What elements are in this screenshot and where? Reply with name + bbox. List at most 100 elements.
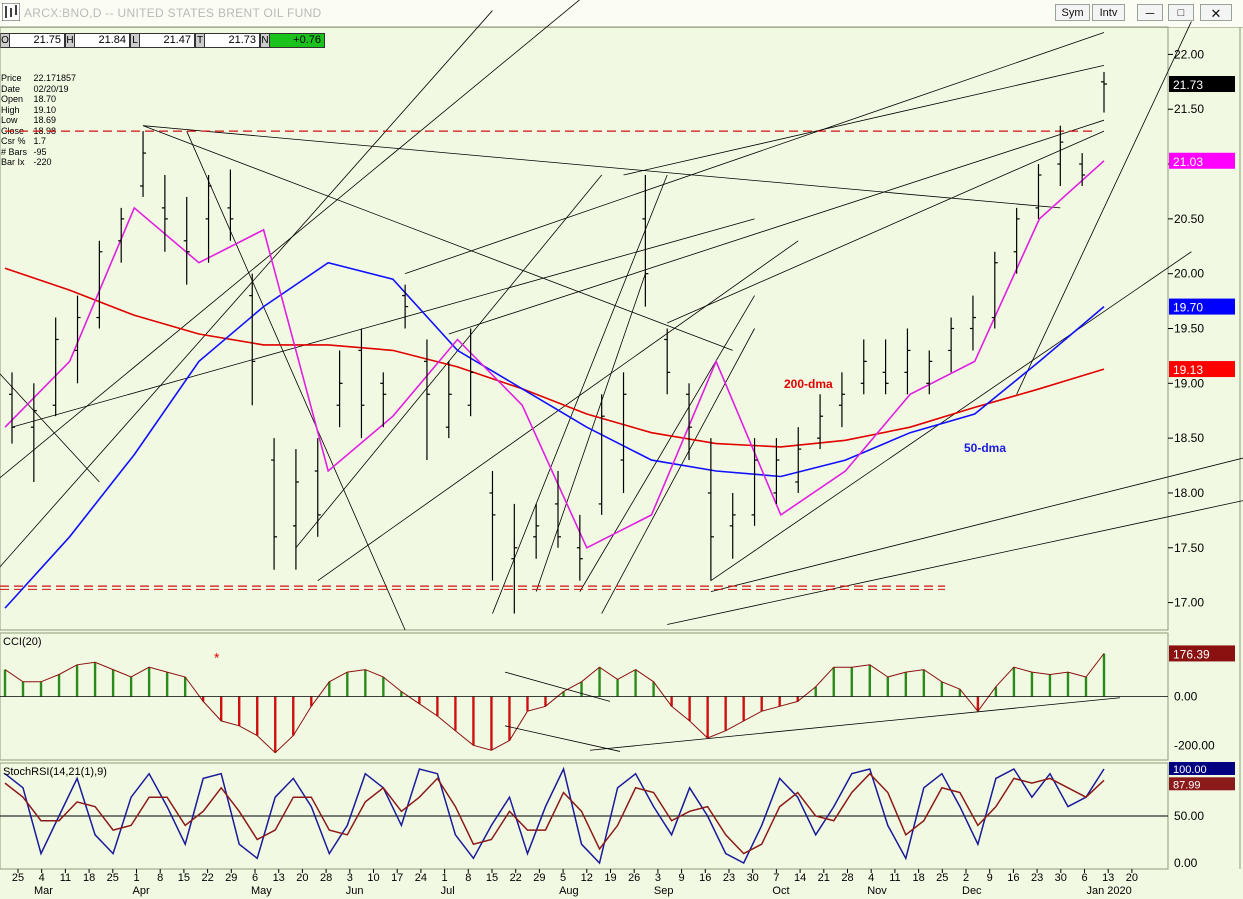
x-axis-day-label: 15 xyxy=(486,872,498,884)
maximize-button[interactable]: □ xyxy=(1168,4,1194,21)
x-axis-day-label: 28 xyxy=(320,872,332,884)
ohlc-bar xyxy=(205,175,212,263)
x-axis-day-label: 23 xyxy=(1031,872,1043,884)
ma10-line xyxy=(4,160,1105,549)
info-value: 18.69 xyxy=(33,115,57,125)
ohlc-key: L xyxy=(131,34,140,47)
price-axis-tick-label: 20.50 xyxy=(1174,212,1204,226)
ohlc-net-change: N +0.76 xyxy=(260,33,325,48)
ohlc-value: 21.47 xyxy=(163,34,191,46)
ohlc-bar xyxy=(249,273,256,406)
symbol-button[interactable]: Sym xyxy=(1055,4,1090,21)
ma200-line xyxy=(4,267,1105,448)
minimize-button[interactable]: ─ xyxy=(1137,4,1163,21)
price-badge xyxy=(1169,152,1235,169)
trendline xyxy=(667,130,1105,324)
x-axis-month-label: Sep xyxy=(654,885,674,897)
x-axis-day-label: 30 xyxy=(747,872,759,884)
ohlc-value: 21.75 xyxy=(33,34,61,46)
info-label: Bar Ix xyxy=(1,157,25,167)
x-axis-day-label: 19 xyxy=(604,872,616,884)
info-label: Low xyxy=(1,115,18,125)
price-badge-label: 19.70 xyxy=(1173,301,1203,315)
panel-frame xyxy=(0,26,1169,631)
x-axis-day-label: 14 xyxy=(794,872,806,884)
ma50-annotation: 50-dma xyxy=(964,441,1006,455)
stoch-d-line xyxy=(4,772,1105,855)
ohlc-bar xyxy=(292,449,299,570)
info-value: -95 xyxy=(33,146,47,157)
ohlc-bar xyxy=(926,350,933,395)
ohlc-bar xyxy=(904,328,911,395)
info-label: # Bars xyxy=(1,146,28,157)
ohlc-bar xyxy=(1057,125,1064,186)
price-badge xyxy=(1169,361,1235,378)
x-axis-day-label: 20 xyxy=(296,872,308,884)
ohlc-bar xyxy=(489,471,496,581)
ohlc-bar xyxy=(882,339,889,395)
stoch-current-label: 87.99 xyxy=(1173,779,1201,791)
x-axis-day-label: 3 xyxy=(655,872,661,884)
x-axis-day-label: 4 xyxy=(868,872,874,884)
info-value: 18.70 xyxy=(33,94,57,104)
x-axis-day-label: 17 xyxy=(391,872,403,884)
x-axis-day-label: 11 xyxy=(889,872,900,884)
x-axis-day-label: 30 xyxy=(1055,872,1067,884)
x-axis-day-label: 12 xyxy=(581,872,593,884)
info-row: High 19.10 xyxy=(1,105,76,116)
ohlc-bar xyxy=(1035,164,1042,219)
trendline xyxy=(492,174,668,614)
info-label: Price xyxy=(1,73,22,83)
ohlc-bar xyxy=(707,438,714,581)
price-axis-tick-label: 21.50 xyxy=(1174,102,1204,116)
x-axis-month-label: Oct xyxy=(772,885,789,897)
info-row: Price 22.171857 xyxy=(1,73,76,84)
ohlc-bar xyxy=(991,251,998,329)
ohlc-bar xyxy=(336,350,343,428)
trendline xyxy=(142,125,733,351)
info-row: Close 18.98 xyxy=(1,126,76,137)
trendline xyxy=(448,119,1105,335)
ohlc-key: T xyxy=(196,34,205,47)
ohlc-bar xyxy=(838,372,845,428)
interval-button[interactable]: Intv xyxy=(1092,4,1125,21)
ohlc-bar xyxy=(555,471,561,548)
x-axis-month-label: Nov xyxy=(867,885,887,897)
ohlc-bar xyxy=(314,438,321,537)
info-label: Date xyxy=(1,83,21,94)
x-axis-day-label: 15 xyxy=(178,872,190,884)
x-axis-day-label: 16 xyxy=(699,872,711,884)
ohlc-open: O 21.75 xyxy=(0,33,65,48)
x-axis-day-label: 25 xyxy=(936,872,948,884)
cci-trendline xyxy=(504,671,611,702)
x-axis-day-label: 5 xyxy=(560,872,566,884)
ohlc-bar xyxy=(271,438,278,570)
price-axis-tick-label: 17.50 xyxy=(1174,541,1204,555)
cci-star-marker: * xyxy=(214,649,220,665)
stoch-current-badge xyxy=(1169,762,1235,775)
x-axis-month-label: Dec xyxy=(962,885,982,897)
ohlc-bar xyxy=(423,339,430,461)
stoch-title: StochRSI(14,21(1),9) xyxy=(3,766,107,778)
trendline xyxy=(710,457,1243,593)
x-axis-day-label: 18 xyxy=(83,872,95,884)
symbol-button-label: Sym xyxy=(1061,7,1084,19)
x-axis-day-label: 29 xyxy=(533,872,545,884)
ohlc-bar xyxy=(52,317,59,417)
info-row: Low 18.69 xyxy=(1,115,76,126)
ma200-annotation: 200-dma xyxy=(784,377,833,391)
info-label: High xyxy=(1,104,20,115)
ohlc-bar xyxy=(9,372,15,444)
ohlc-key: N xyxy=(261,34,270,47)
stoch-current-badge xyxy=(1169,777,1235,791)
cci-axis-tick-label: 0.00 xyxy=(1174,690,1198,704)
info-row: Csr % 1.7 xyxy=(1,136,76,147)
info-value: 18.98 xyxy=(33,125,57,136)
ohlc-bar xyxy=(30,383,37,482)
price-axis-tick-label: 19.50 xyxy=(1174,322,1204,336)
ohlc-bar xyxy=(642,175,649,307)
ohlc-bar xyxy=(686,383,693,461)
close-button[interactable]: ✕ xyxy=(1200,4,1232,21)
